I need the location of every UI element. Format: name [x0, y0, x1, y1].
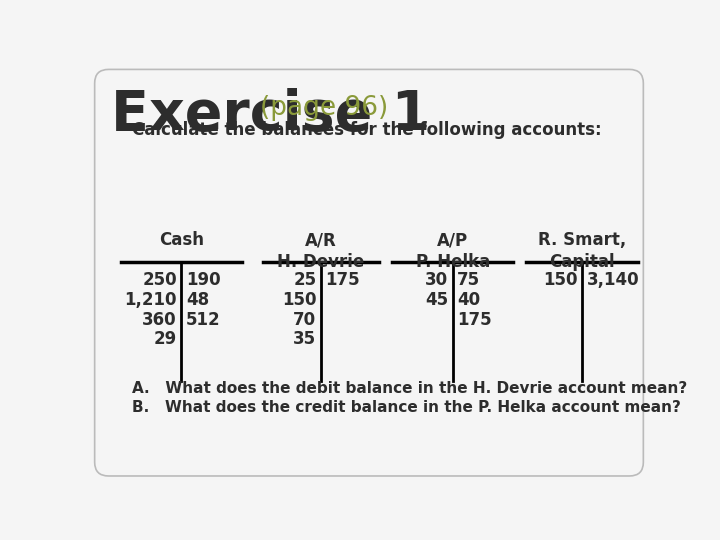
Text: 3,140: 3,140	[587, 271, 639, 288]
Text: 150: 150	[282, 291, 316, 308]
FancyBboxPatch shape	[94, 70, 644, 476]
Text: A/R
H. Devrie: A/R H. Devrie	[277, 231, 364, 271]
Text: R. Smart,
Capital: R. Smart, Capital	[538, 231, 626, 271]
Text: 190: 190	[186, 271, 221, 288]
Text: 175: 175	[457, 310, 492, 328]
Text: B.   What does the credit balance in the P. Helka account mean?: B. What does the credit balance in the P…	[132, 400, 680, 415]
Text: 512: 512	[186, 310, 221, 328]
Text: Exercise 1: Exercise 1	[111, 87, 431, 141]
Text: 175: 175	[325, 271, 360, 288]
Text: 48: 48	[186, 291, 210, 308]
Text: 70: 70	[293, 310, 316, 328]
Text: 30: 30	[425, 271, 448, 288]
Text: Cash: Cash	[159, 231, 204, 249]
Text: 35: 35	[293, 330, 316, 348]
Text: 360: 360	[142, 310, 177, 328]
Text: 75: 75	[457, 271, 480, 288]
Text: 250: 250	[142, 271, 177, 288]
Text: 45: 45	[425, 291, 448, 308]
Text: 150: 150	[543, 271, 577, 288]
Text: 29: 29	[153, 330, 177, 348]
Text: Calculate the balances for the following accounts:: Calculate the balances for the following…	[132, 121, 601, 139]
Text: (page 96): (page 96)	[260, 96, 389, 122]
Text: A.   What does the debit balance in the H. Devrie account mean?: A. What does the debit balance in the H.…	[132, 381, 687, 396]
Text: 25: 25	[293, 271, 316, 288]
Text: 1,210: 1,210	[125, 291, 177, 308]
Text: 40: 40	[457, 291, 480, 308]
Text: A/P
P. Helka: A/P P. Helka	[415, 231, 490, 271]
